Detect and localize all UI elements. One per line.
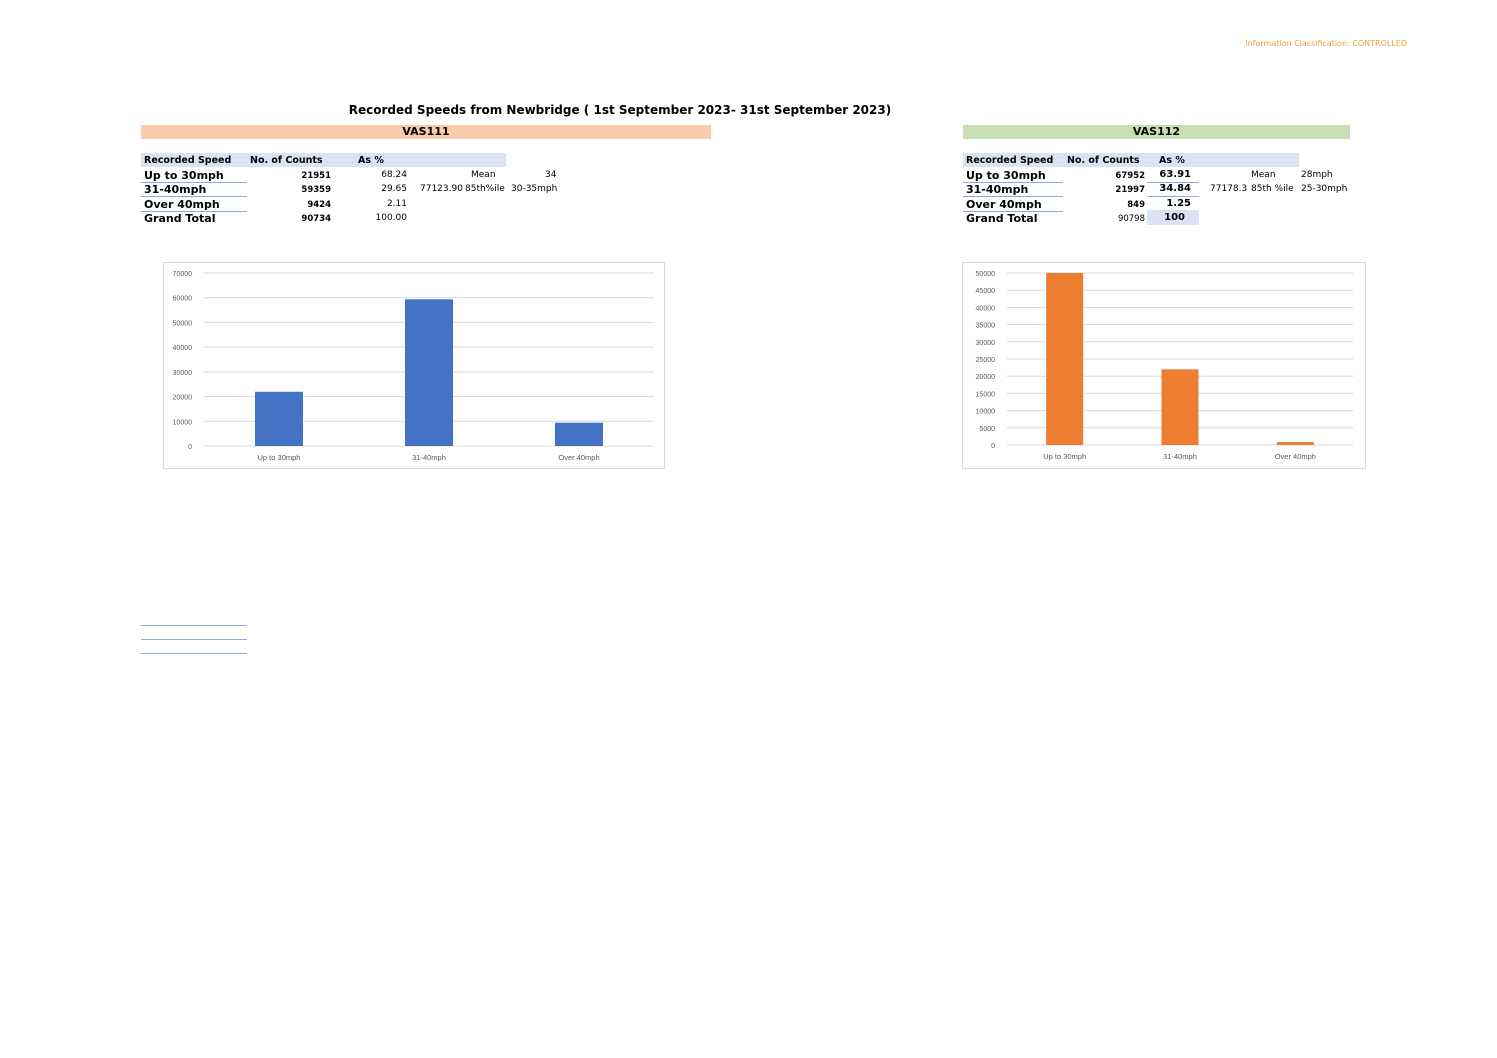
y-tick-label: 30000 (173, 370, 193, 377)
y-tick-label: 40000 (976, 305, 996, 312)
y-tick-label: 10000 (976, 409, 996, 416)
bar-31-40mph (405, 299, 453, 446)
y-tick-label: 50000 (173, 320, 193, 327)
bar-up-to-30mph (1046, 273, 1084, 445)
divider-line (141, 653, 247, 654)
y-tick-label: 25000 (976, 357, 996, 364)
row-pct-grand-total: 100.00 (375, 213, 408, 223)
y-tick-label: 40000 (173, 345, 193, 352)
p85-value: 25-30mph (1301, 184, 1348, 194)
bar-over-40mph (1276, 442, 1314, 445)
y-tick-label: 35000 (976, 323, 996, 330)
y-tick-label: 10000 (173, 419, 193, 426)
row-count-grand-total: 90798 (1117, 214, 1145, 224)
y-tick-label: 0 (188, 444, 192, 451)
extra-value: 77178.3 (1210, 184, 1248, 194)
divider-line (141, 639, 247, 640)
y-tick-label: 45000 (976, 288, 996, 295)
header-recorded-speed: Recorded Speed (144, 155, 232, 166)
header-no-of-counts: No. of Counts (250, 155, 323, 166)
mean-value: 28mph (1301, 170, 1333, 180)
x-tick-label: Over 40mph (1275, 452, 1316, 461)
report-title: Recorded Speeds from Newbridge ( 1st Sep… (348, 103, 892, 117)
header-no-of-counts: No. of Counts (1067, 155, 1140, 166)
x-tick-label: Over 40mph (558, 453, 599, 462)
p85-value: 30-35mph (511, 184, 558, 194)
vas111-bar-chart: 0 10000 20000 30000 40000 50000 60000 70000 Up t… (173, 271, 654, 462)
x-tick-label: 31-40mph (412, 453, 446, 462)
row-label-31-40: 31-40mph (966, 183, 1029, 196)
p85-label: 85th%ile (465, 184, 505, 194)
x-tick-label: Up to 30mph (1043, 452, 1086, 461)
vas112-chart: 0 5000 10000 15000 20000 25000 30000 35000 40000… (962, 262, 1366, 469)
mean-label: Mean (471, 170, 496, 180)
extra-value: 77123.90 (420, 184, 463, 194)
y-tick-label: 20000 (976, 374, 996, 381)
y-tick-label: 70000 (173, 271, 193, 278)
row-pct-up-to-30: 68.24 (381, 170, 407, 180)
vas112-bar-chart: 0 5000 10000 15000 20000 25000 30000 35000 40000… (976, 271, 1353, 461)
header-as-percent: As % (1159, 155, 1185, 166)
bar-31-40mph (1161, 369, 1199, 445)
mean-label: Mean (1251, 170, 1276, 180)
row-pct-grand-total: 100 (1164, 212, 1185, 223)
x-tick-label: 31-40mph (1163, 452, 1197, 461)
row-pct-over-40: 2.11 (386, 199, 407, 209)
x-tick-label: Up to 30mph (258, 453, 301, 462)
row-label-up-to-30: Up to 30mph (144, 169, 224, 182)
row-count-up-to-30: 67952 (1115, 171, 1145, 181)
bar-up-to-30mph (255, 391, 303, 446)
divider-line (141, 625, 247, 626)
y-tick-label: 20000 (173, 395, 193, 402)
row-pct-over-40: 1.25 (1166, 198, 1191, 209)
row-pct-up-to-30: 63.91 (1159, 169, 1191, 180)
row-pct-31-40: 29.65 (381, 184, 407, 194)
vas111-banner: VAS111 (141, 125, 711, 139)
vas112-banner: VAS112 (963, 125, 1350, 139)
row-label-over-40: Over 40mph (144, 198, 220, 211)
header-recorded-speed: Recorded Speed (966, 155, 1054, 166)
row-count-over-40: 9424 (307, 200, 331, 210)
vas111-chart: 0 10000 20000 30000 40000 50000 60000 70000 Up t… (163, 262, 665, 469)
y-tick-label: 50000 (976, 271, 996, 278)
vas111-table: Recorded Speed No. of Counts As % Up to … (141, 153, 561, 233)
vas112-table: Recorded Speed No. of Counts As % Up to … (963, 153, 1363, 233)
y-tick-label: 15000 (976, 391, 996, 398)
row-label-grand-total: Grand Total (966, 212, 1038, 225)
bar-over-40mph (555, 422, 603, 446)
row-count-over-40: 849 (1127, 200, 1145, 210)
mean-value: 34 (545, 170, 557, 180)
p85-label: 85th %ile (1251, 184, 1294, 194)
row-label-up-to-30: Up to 30mph (966, 169, 1046, 182)
header-as-percent: As % (358, 155, 384, 166)
row-count-up-to-30: 21951 (301, 171, 331, 181)
y-tick-label: 5000 (979, 426, 995, 433)
row-label-grand-total: Grand Total (144, 212, 216, 225)
y-tick-label: 60000 (173, 296, 193, 303)
y-tick-label: 0 (991, 443, 995, 450)
row-label-over-40: Over 40mph (966, 198, 1042, 211)
row-label-31-40: 31-40mph (144, 183, 207, 196)
row-count-31-40: 59359 (301, 185, 331, 195)
row-count-31-40: 21997 (1115, 185, 1145, 195)
row-count-grand-total: 90734 (301, 214, 331, 224)
classification-label: Information Classification: CONTROLLED (1245, 39, 1407, 48)
row-pct-31-40: 34.84 (1159, 183, 1191, 194)
y-tick-label: 30000 (976, 340, 996, 347)
